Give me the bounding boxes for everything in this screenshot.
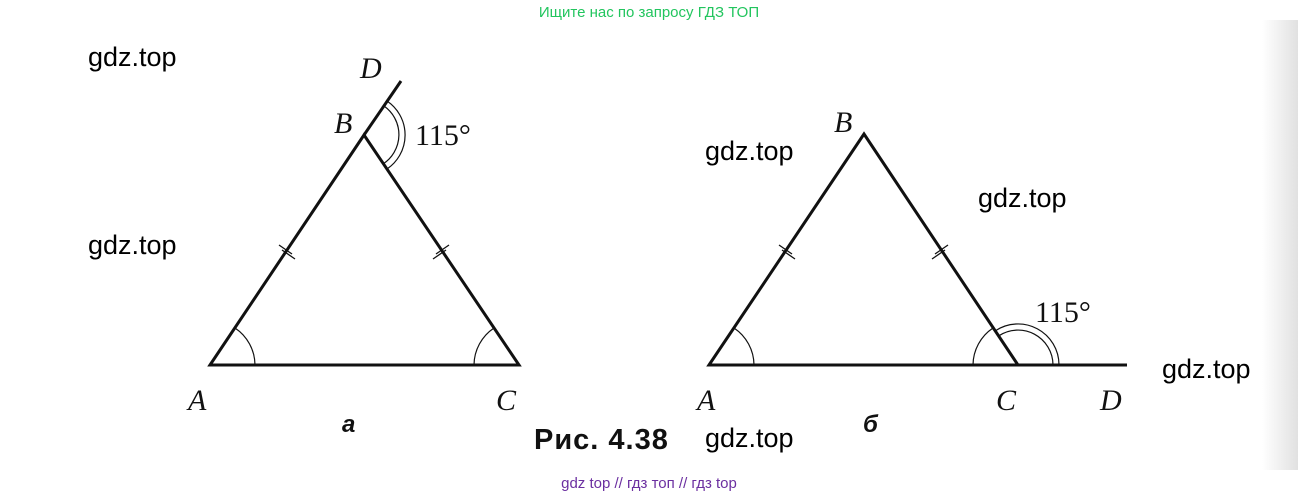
tick-ab — [278, 244, 296, 260]
figure-caption: Рис. 4.38 — [534, 424, 669, 456]
watermark: gdz.top — [978, 183, 1067, 213]
tick-bc — [931, 244, 949, 260]
point-d-label: D — [359, 52, 382, 85]
tick-ab — [778, 244, 796, 260]
angle-arc-c — [972, 327, 994, 366]
panel-a-label: а — [342, 411, 355, 438]
watermark: gdz.top — [705, 136, 794, 166]
watermark: gdz.top — [88, 42, 177, 72]
point-b-label: B — [834, 106, 852, 139]
point-a-label: A — [186, 384, 207, 417]
point-c-label: C — [496, 384, 517, 417]
exterior-angle-arc-inner — [382, 105, 400, 165]
search-hint-link[interactable]: Ищите нас по запросу ГДЗ ТОП — [538, 4, 760, 21]
angle-value-b: 115° — [1035, 296, 1091, 329]
angle-value-a: 115° — [415, 119, 471, 152]
watermark: gdz.top — [1162, 354, 1251, 384]
ray-bd-a — [362, 80, 403, 136]
angle-arc-a — [733, 327, 755, 366]
panel-b — [706, 131, 1127, 367]
scan-edge — [1262, 20, 1298, 470]
triangle-abc-a — [207, 132, 522, 367]
watermark: gdz.top — [88, 230, 177, 260]
footer-links[interactable]: gdz top // гдз топ // гдз top — [561, 475, 737, 492]
point-a-label: A — [695, 384, 716, 417]
point-d-label: D — [1099, 384, 1122, 417]
tick-bc — [432, 244, 450, 260]
exterior-angle-arc-outer — [386, 100, 406, 170]
triangle-abc-b — [706, 131, 1021, 367]
panel-b-label: б — [863, 411, 879, 438]
exterior-angle-arc-outer — [994, 323, 1060, 366]
angle-arc-c — [473, 327, 495, 366]
point-b-label: B — [334, 107, 352, 140]
angle-arc-a — [234, 327, 256, 366]
watermark: gdz.top — [705, 423, 794, 453]
point-c-label: C — [996, 384, 1017, 417]
panel-a — [207, 80, 522, 367]
exterior-angle-arc-inner — [998, 329, 1054, 366]
